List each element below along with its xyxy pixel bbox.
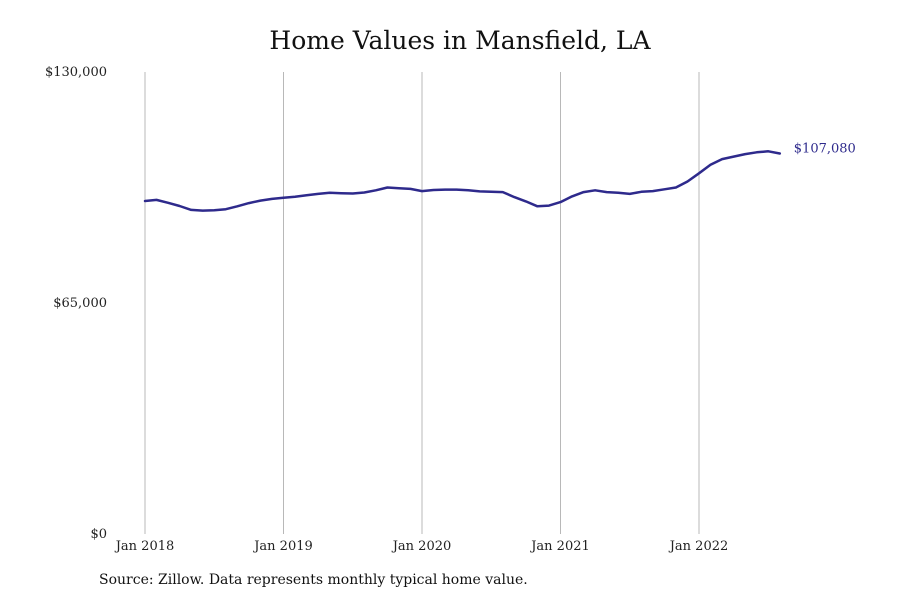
x-tick-label: Jan 2020 [391, 539, 452, 554]
grid-lines [144, 72, 700, 534]
chart-title: Home Values in Mansfield, LA [269, 26, 651, 55]
x-tick-label: Jan 2021 [529, 539, 590, 554]
x-tick-label: Jan 2022 [668, 539, 729, 554]
end-value-label: $107,080 [794, 141, 856, 156]
x-tick-label: Jan 2019 [252, 539, 313, 554]
series-layer: $107,080 [143, 141, 856, 212]
source-note: Source: Zillow. Data represents monthly … [99, 572, 528, 588]
series-line [143, 150, 782, 212]
x-tick-label: Jan 2018 [114, 539, 175, 554]
y-tick-label: $130,000 [45, 65, 107, 80]
y-tick-label: $0 [90, 527, 107, 542]
y-axis-tick-labels: $0 $65,000 $130,000 [45, 65, 107, 542]
y-tick-label: $65,000 [53, 296, 107, 311]
x-axis-tick-labels: Jan 2018 Jan 2019 Jan 2020 Jan 2021 Jan 2022 [114, 539, 729, 554]
